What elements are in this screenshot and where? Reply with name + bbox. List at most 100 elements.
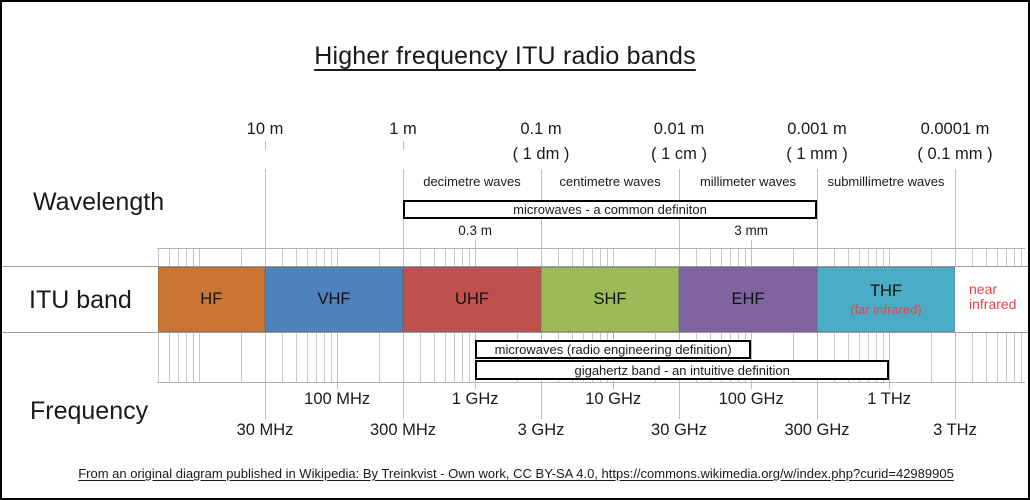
decade-gridline-lower xyxy=(265,333,266,419)
minor-tick xyxy=(792,333,794,382)
minor-tick xyxy=(875,333,877,382)
near-infrared-line2: infrared xyxy=(969,296,1017,312)
minor-tick xyxy=(378,333,380,382)
frequency-label: 300 MHz xyxy=(369,421,437,439)
minor-tick xyxy=(985,333,987,382)
minor-tick xyxy=(996,333,998,382)
decade-gridline-lower xyxy=(955,333,956,419)
minor-tick xyxy=(168,333,170,382)
band-block: SHF xyxy=(541,267,679,332)
minor-tick xyxy=(157,333,159,382)
diagram-title: Higher frequency ITU radio bands xyxy=(314,42,696,70)
minor-tick xyxy=(199,333,201,382)
frequency-label: 100 MHz xyxy=(304,390,371,408)
annotation-text-microwaves-radio: microwaves (radio engineering definition… xyxy=(494,342,732,357)
band-label: VHF xyxy=(317,290,351,308)
near-infrared-line1: near xyxy=(969,281,998,297)
minor-tick xyxy=(444,333,446,382)
frequency-label: 10 GHz xyxy=(585,390,642,408)
band-block: THF (far infrared) xyxy=(817,267,955,332)
minor-tick xyxy=(847,333,849,382)
frequency-label: 30 GHz xyxy=(651,421,707,439)
decade-gridline-upper xyxy=(817,169,818,266)
annotation-text-microwaves-common: microwaves - a common definiton xyxy=(513,202,707,217)
band-label: THF xyxy=(869,282,903,300)
decade-gridline-upper xyxy=(955,169,956,266)
minor-tick xyxy=(972,248,974,266)
minor-tick xyxy=(306,333,308,382)
mid-label-tick xyxy=(475,240,477,266)
wavelength-sub-label: ( 1 cm ) xyxy=(651,145,707,163)
wavelength-label: 0.001 m xyxy=(787,120,847,138)
mid-wavelength-label: 3 mm xyxy=(734,223,769,238)
minor-tick xyxy=(444,248,446,266)
minor-tick xyxy=(1005,248,1007,266)
wavelength-sub-label: ( 1 dm ) xyxy=(512,145,570,163)
minor-tick xyxy=(323,248,325,266)
minor-tick xyxy=(867,333,869,382)
minor-tick xyxy=(453,248,455,266)
minor-tick xyxy=(192,333,194,382)
minor-tick xyxy=(295,333,297,382)
decade-gridline-lower xyxy=(403,333,404,419)
minor-tick xyxy=(1020,248,1022,266)
minor-tick xyxy=(996,248,998,266)
band-label: HF xyxy=(200,290,223,308)
minor-tick xyxy=(709,248,711,266)
minor-tick xyxy=(858,248,860,266)
ruler-bottom-line xyxy=(157,382,1025,383)
wavelength-label: 0.01 m xyxy=(653,120,705,138)
wavelength-label: 0.1 m xyxy=(520,120,562,138)
mid-gridline-lower xyxy=(889,333,891,389)
minor-tick xyxy=(834,333,836,382)
frequency-label: 1 THz xyxy=(867,390,912,408)
band-top-borderline xyxy=(2,266,1028,267)
band-label: EHF xyxy=(731,290,765,308)
annotation-box-microwaves-common: microwaves - a common definiton xyxy=(403,200,817,219)
wave-type-label: decimetre waves xyxy=(423,174,521,189)
minor-tick xyxy=(433,333,435,382)
minor-tick xyxy=(185,333,187,382)
minor-tick xyxy=(185,248,187,266)
minor-tick xyxy=(696,248,698,266)
minor-tick xyxy=(599,248,601,266)
minor-tick xyxy=(606,248,608,266)
frequency-label: 100 GHz xyxy=(718,390,784,408)
minor-tick xyxy=(315,333,317,382)
minor-tick xyxy=(315,248,317,266)
minor-tick xyxy=(295,248,297,266)
minor-tick xyxy=(882,333,884,382)
minor-tick xyxy=(420,248,422,266)
minor-tick xyxy=(1013,248,1015,266)
minor-tick xyxy=(582,248,584,266)
minor-tick xyxy=(433,248,435,266)
minor-tick xyxy=(168,248,170,266)
minor-tick xyxy=(744,248,746,266)
band-block: VHF xyxy=(265,267,403,332)
band-block: EHF xyxy=(679,267,817,332)
minor-tick xyxy=(930,248,932,266)
wavelength-sub-label: ( 0.1 mm ) xyxy=(917,145,993,163)
row-label-itu-band: ITU band xyxy=(29,286,132,314)
minor-tick xyxy=(240,248,242,266)
wave-type-label: submillimetre waves xyxy=(827,174,945,189)
ruler-top-line xyxy=(157,248,1025,249)
wave-type-label: centimetre waves xyxy=(559,174,661,189)
frequency-label: 30 MHz xyxy=(236,421,294,439)
minor-tick xyxy=(737,248,739,266)
minor-tick xyxy=(613,248,615,266)
minor-tick xyxy=(240,333,242,382)
minor-tick xyxy=(516,248,518,266)
minor-tick xyxy=(591,248,593,266)
wavelength-sub-label: ( 1 mm ) xyxy=(786,145,848,163)
label-tick xyxy=(265,141,266,150)
minor-tick xyxy=(468,333,470,382)
minor-tick xyxy=(875,248,877,266)
minor-tick xyxy=(858,333,860,382)
minor-tick xyxy=(282,248,284,266)
minor-tick xyxy=(720,248,722,266)
minor-tick xyxy=(199,248,201,266)
wavelength-label: 10 m xyxy=(246,120,284,138)
minor-tick xyxy=(468,248,470,266)
